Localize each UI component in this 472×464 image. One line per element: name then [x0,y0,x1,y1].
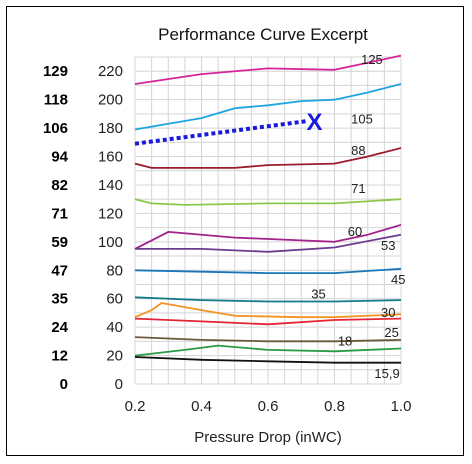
series-line [134,302,402,319]
left-value: 118 [44,92,68,109]
x-axis-label: Pressure Drop (inWC) [194,429,342,446]
x-axis-ticks: 0.2 0.4 0.6 0.8 1.0 [125,398,412,415]
curve-label: 71 [351,181,365,196]
y-tick-label: 120 [98,205,123,222]
left-value: 59 [51,234,68,251]
curve-label: 88 [351,143,365,158]
left-value: 129 [43,63,68,80]
y-tick-label: 200 [98,92,123,109]
y-tick-label: 60 [106,291,123,308]
y-axis-ticks: 0 20 40 60 80 100 120 140 160 180 200 220 [98,63,123,393]
x-tick-label: 0.2 [125,398,146,415]
left-value: 24 [51,319,68,336]
curve-labels: 125 105 88 71 60 53 45 35 30 25 18 15,9 [311,52,405,381]
y-tick-label: 100 [98,234,123,251]
curve-label: 18 [338,333,352,348]
series-line [134,356,401,364]
curve-label: 125 [361,52,383,67]
curve-label: 60 [348,224,362,239]
x-tick-label: 1.0 [391,398,412,415]
y-tick-label: 20 [106,348,123,365]
y-tick-label: 80 [106,262,123,279]
x-tick-label: 0.6 [258,398,279,415]
y-tick-label: 160 [98,149,123,166]
series-line [134,147,402,169]
left-value: 94 [51,149,68,166]
left-value: 82 [51,177,68,194]
series-line [134,267,402,275]
series-line [134,344,402,357]
left-value: 0 [60,376,68,393]
y-tick-label: 180 [98,120,123,137]
series-line [134,336,402,343]
curve-label: 15,9 [374,366,399,381]
series-line [134,54,402,85]
series-line [135,233,402,253]
curve-label: 35 [311,286,325,301]
x-tick-label: 0.8 [324,398,345,415]
x-tick-label: 0.4 [191,398,212,415]
series-lines [134,54,402,364]
y-tick-label: 220 [98,63,123,80]
x-marker: X [307,109,323,136]
y-tick-label: 140 [98,177,123,194]
left-value: 106 [43,120,68,137]
left-value: 47 [51,262,68,279]
curve-label: 45 [391,272,405,287]
grid [134,56,402,385]
y-tick-label: 40 [106,319,123,336]
curve-label: 30 [381,305,395,320]
left-value: 35 [51,291,68,308]
annotation: X [134,109,323,146]
series-line [134,223,402,250]
chart-title: Performance Curve Excerpt [158,25,368,44]
series-line [134,198,402,206]
curve-label: 25 [384,325,398,340]
series-line [134,296,402,303]
dashed-annotation-line [134,118,309,146]
left-value-column: 0 12 24 35 47 59 71 82 94 106 118 129 [43,63,69,393]
left-value: 12 [51,348,68,365]
curve-label: 53 [381,238,395,253]
curve-label: 105 [351,112,373,127]
left-value: 71 [51,205,68,222]
series-line [134,317,402,326]
y-tick-label: 0 [115,376,123,393]
series-line [134,83,402,131]
